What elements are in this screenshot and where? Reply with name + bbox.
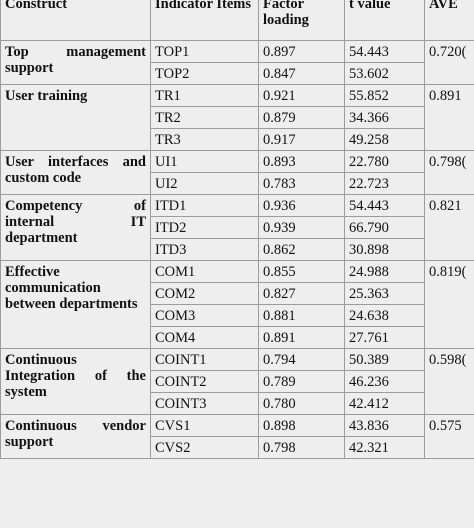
factor-loading-cell: 0.898 (258, 414, 345, 437)
header-t-value: t value (344, 0, 425, 41)
factor-loading-cell: 0.879 (258, 106, 345, 129)
factor-loading-cell: 0.917 (258, 128, 345, 151)
indicator-cell: COINT2 (150, 370, 259, 393)
indicator-cell: COINT3 (150, 392, 259, 415)
factor-loading-cell: 0.936 (258, 194, 345, 217)
t-value-cell: 49.258 (344, 128, 425, 151)
t-value-cell: 42.321 (344, 436, 425, 459)
indicator-cell: CVS2 (150, 436, 259, 459)
factor-loading-cell: 0.847 (258, 62, 345, 85)
table-row: UI2 0.783 22.723 (1, 172, 474, 195)
t-value-cell: 46.236 (344, 370, 425, 393)
header-ave: AVE (424, 0, 474, 41)
t-value-cell: 42.412 (344, 392, 425, 415)
ave-cell: 0.575 (424, 414, 474, 459)
factor-loading-cell: 0.780 (258, 392, 345, 415)
indicator-cell: TOP1 (150, 40, 259, 63)
construct-cell: Top management support (0, 40, 151, 85)
table-row: User interfaces and custom code UI1 0.893 2… (0, 150, 474, 195)
header-row: Construct Indicator Items Factor loading… (0, 0, 474, 41)
t-value-cell: 66.790 (344, 216, 425, 239)
table-row: COM2 0.827 25.363 (1, 282, 474, 305)
table-row: Competency of internal IT department ITD1… (0, 194, 474, 261)
construct-cell: Continuous Integration of the system (0, 348, 151, 415)
header-construct: Construct (0, 0, 151, 41)
t-value-cell: 53.602 (344, 62, 425, 85)
factor-loading-cell: 0.862 (258, 238, 345, 261)
indicator-cell: TR1 (150, 84, 259, 107)
table-row: COM3 0.881 24.638 (1, 304, 474, 327)
t-value-cell: 22.780 (344, 150, 425, 173)
table-row: Top management support TOP1 0.897 54.443 0.7… (0, 40, 474, 85)
ave-cell: 0.798( (424, 150, 474, 195)
construct-cell: User interfaces and custom code (0, 150, 151, 195)
indicator-cell: ITD2 (150, 216, 259, 239)
factor-loading-cell: 0.897 (258, 40, 345, 63)
indicator-cell: COM1 (150, 260, 259, 283)
indicator-cell: UI2 (150, 172, 259, 195)
table-row: User training TR1 0.921 55.852 0.891 (0, 84, 474, 151)
indicator-cell: TR2 (150, 106, 259, 129)
ave-cell: 0.720( (424, 40, 474, 85)
factor-loading-cell: 0.789 (258, 370, 345, 393)
table-row: COM4 0.891 27.761 (1, 326, 474, 349)
factor-loading-cell: 0.798 (258, 436, 345, 459)
factor-loading-cell: 0.827 (258, 282, 345, 305)
t-value-cell: 43.836 (344, 414, 425, 437)
measurement-model-table: Construct Indicator Items Factor loading… (0, 0, 474, 459)
factor-loading-cell: 0.893 (258, 150, 345, 173)
ave-cell: 0.821 (424, 194, 474, 261)
table-row: ITD2 0.939 66.790 (1, 216, 474, 239)
indicator-cell: TR3 (150, 128, 259, 151)
t-value-cell: 54.443 (344, 40, 425, 63)
indicator-cell: COINT1 (150, 348, 259, 371)
factor-loading-cell: 0.855 (258, 260, 345, 283)
t-value-cell: 22.723 (344, 172, 425, 195)
table-row: TR2 0.879 34.366 (1, 106, 474, 129)
indicator-cell: COM2 (150, 282, 259, 305)
ave-cell: 0.891 (424, 84, 474, 151)
t-value-cell: 24.638 (344, 304, 425, 327)
factor-loading-cell: 0.881 (258, 304, 345, 327)
results-table-container: Construct Indicator Items Factor loading… (0, 0, 474, 459)
factor-loading-cell: 0.794 (258, 348, 345, 371)
construct-cell: Competency of internal IT department (0, 194, 151, 261)
table-row: Continuous Integration of the system COIN… (0, 348, 474, 415)
t-value-cell: 55.852 (344, 84, 425, 107)
t-value-cell: 50.389 (344, 348, 425, 371)
t-value-cell: 24.988 (344, 260, 425, 283)
t-value-cell: 30.898 (344, 238, 425, 261)
indicator-cell: TOP2 (150, 62, 259, 85)
indicator-cell: COM3 (150, 304, 259, 327)
indicator-cell: COM4 (150, 326, 259, 349)
construct-cell: User training (0, 84, 151, 151)
t-value-cell: 25.363 (344, 282, 425, 305)
indicator-cell: ITD1 (150, 194, 259, 217)
table-row: ITD3 0.862 30.898 (1, 238, 474, 261)
table-row: CVS2 0.798 42.321 (1, 436, 474, 459)
t-value-cell: 54.443 (344, 194, 425, 217)
table-row: Effective communication between departme… (0, 260, 474, 349)
table-row: Continuous vendor support CVS1 0.898 43.836… (0, 414, 474, 459)
factor-loading-cell: 0.939 (258, 216, 345, 239)
table-body: Top management support TOP1 0.897 54.443 0.7… (0, 40, 474, 459)
ave-cell: 0.598( (424, 348, 474, 415)
t-value-cell: 27.761 (344, 326, 425, 349)
indicator-cell: ITD3 (150, 238, 259, 261)
header-factor-loading: Factor loading (258, 0, 345, 41)
indicator-cell: CVS1 (150, 414, 259, 437)
indicator-cell: UI1 (150, 150, 259, 173)
t-value-cell: 34.366 (344, 106, 425, 129)
ave-cell: 0.819( (424, 260, 474, 349)
factor-loading-cell: 0.891 (258, 326, 345, 349)
factor-loading-cell: 0.921 (258, 84, 345, 107)
header-indicator-items: Indicator Items (150, 0, 259, 41)
factor-loading-cell: 0.783 (258, 172, 345, 195)
construct-cell: Continuous vendor support (0, 414, 151, 459)
construct-cell: Effective communication between departme… (0, 260, 151, 349)
